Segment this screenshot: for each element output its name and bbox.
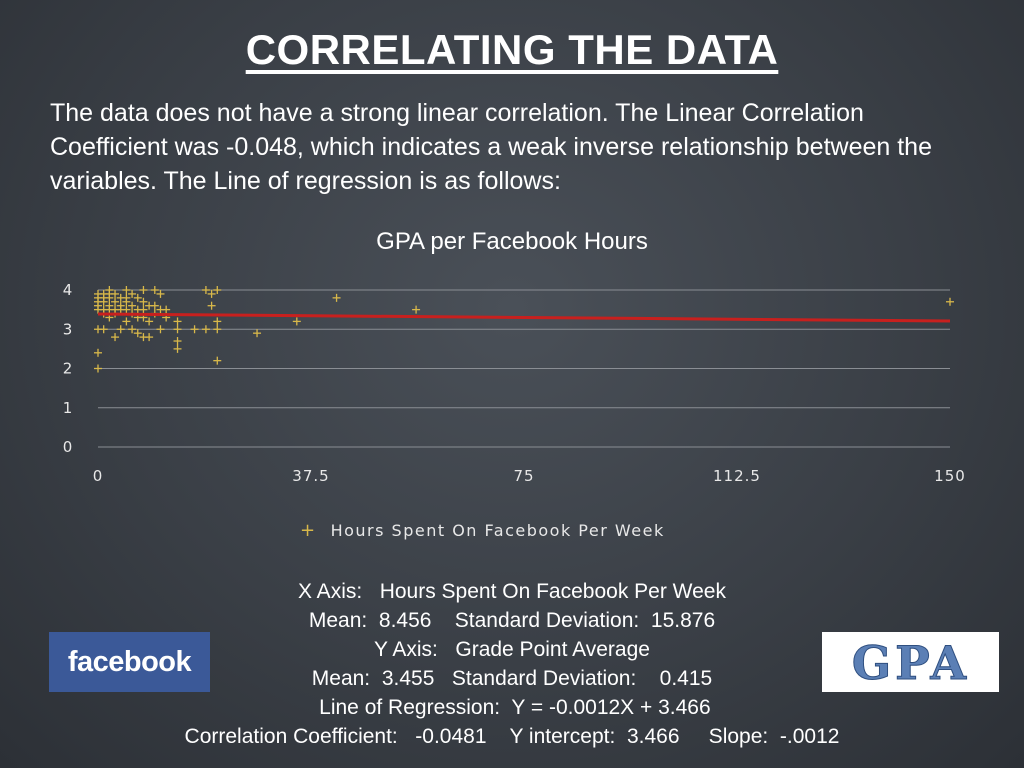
data-point <box>207 301 216 310</box>
data-point <box>173 325 182 334</box>
y-tick-label: 4 <box>63 281 74 299</box>
x-tick-label: 75 <box>513 467 534 485</box>
data-point <box>128 289 137 298</box>
gpa-logo-graphic: GPA <box>851 639 969 685</box>
data-point <box>207 289 216 298</box>
data-point <box>332 293 341 302</box>
data-point <box>111 333 120 342</box>
data-point <box>94 348 102 357</box>
grid-lines <box>98 289 950 448</box>
data-point <box>122 305 131 314</box>
chart-legend: + Hours Spent On Facebook Per Week <box>300 520 665 541</box>
data-point <box>150 301 159 310</box>
data-point <box>156 325 165 334</box>
data-point <box>116 325 125 334</box>
x-tick-label: 37.5 <box>292 467 329 485</box>
x-tick-label: 150 <box>934 467 966 485</box>
slide-title: CORRELATING THE DATA <box>245 26 779 73</box>
data-point <box>105 293 114 302</box>
data-point <box>150 286 159 294</box>
scatter-chart: 0 1 2 3 4 0 37.5 75 112.5 150 <box>63 281 966 485</box>
statistics-block: X Axis: Hours Spent On Facebook Per Week… <box>0 577 1024 751</box>
correlation-summary: Correlation Coefficient: -0.0481 Y inter… <box>184 725 840 748</box>
x-axis-description: X Axis: Hours Spent On Facebook Per Week <box>298 580 726 603</box>
intro-paragraph: The data does not have a strong linear c… <box>50 99 932 195</box>
y-axis-description: Y Axis: Grade Point Average <box>374 638 650 661</box>
data-point <box>946 297 954 306</box>
data-point <box>156 289 165 298</box>
data-points <box>94 286 954 373</box>
data-point <box>201 325 210 334</box>
data-point <box>162 305 171 314</box>
x-axis-ticks: 0 37.5 75 112.5 150 <box>93 467 966 485</box>
data-point <box>133 293 142 302</box>
data-point <box>111 289 120 298</box>
data-point <box>173 337 182 346</box>
data-point <box>139 297 148 306</box>
data-point <box>145 317 154 326</box>
data-point <box>173 344 182 353</box>
data-point <box>190 325 199 334</box>
data-point <box>292 317 301 326</box>
data-point <box>99 325 108 334</box>
y-tick-label: 0 <box>63 438 74 456</box>
data-point <box>128 325 137 334</box>
data-point <box>139 305 148 314</box>
regression-equation: Line of Regression: Y = -0.0012X + 3.466 <box>313 696 711 719</box>
y-tick-label: 2 <box>63 360 74 378</box>
data-point <box>213 286 222 294</box>
x-tick-label: 0 <box>93 467 104 485</box>
data-point <box>139 286 148 294</box>
data-point <box>213 317 222 326</box>
data-point <box>133 329 142 338</box>
y-tick-label: 3 <box>63 320 74 338</box>
data-point <box>94 364 102 373</box>
data-point <box>99 297 108 306</box>
gpa-logo: GPA <box>822 632 999 692</box>
x-tick-label: 112.5 <box>713 467 761 485</box>
data-point <box>128 301 137 310</box>
facebook-logo: facebook <box>49 632 210 692</box>
y-tick-label: 1 <box>63 399 74 417</box>
data-point <box>213 356 222 365</box>
y-axis-stats: Mean: 3.455 Standard Deviation: 0.415 <box>311 667 713 690</box>
regression-line <box>97 312 951 323</box>
data-point <box>145 333 154 342</box>
data-point <box>253 329 262 338</box>
plus-marker-icon: + <box>300 520 317 541</box>
data-point <box>201 286 210 294</box>
data-point <box>122 317 131 326</box>
data-point <box>111 297 120 306</box>
y-axis-ticks: 0 1 2 3 4 <box>63 281 74 456</box>
data-point <box>412 305 421 314</box>
x-axis-stats: Mean: 8.456 Standard Deviation: 15.876 <box>308 609 716 632</box>
data-point <box>122 297 131 306</box>
data-point <box>173 317 182 326</box>
chart-title: GPA per Facebook Hours <box>376 228 648 255</box>
legend-label: Hours Spent On Facebook Per Week <box>330 521 665 540</box>
data-point <box>213 325 222 334</box>
facebook-logo-text: facebook <box>67 645 192 678</box>
data-point <box>122 286 131 294</box>
gpa-logo-text: GPA <box>851 639 969 685</box>
